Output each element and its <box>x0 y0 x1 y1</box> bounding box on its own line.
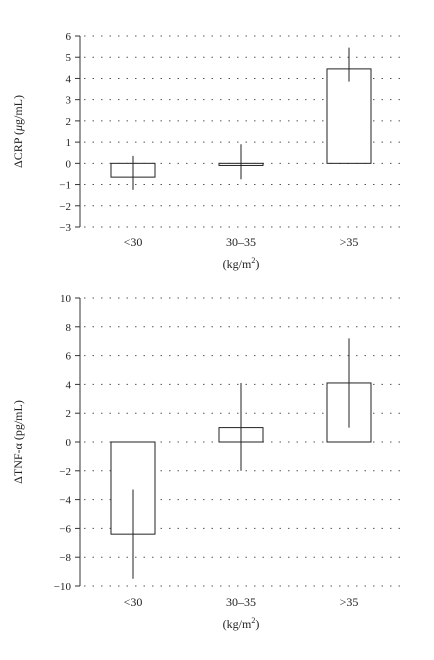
y-tick-label: 4 <box>66 379 72 391</box>
x-category-label: <30 <box>124 595 143 609</box>
y-tick-label: 10 <box>60 293 72 305</box>
x-unit-base: (kg/m <box>223 257 252 271</box>
y-tick-label: −8 <box>59 552 71 564</box>
x-axis-unit-label: (kg/m2) <box>223 616 260 631</box>
bar-3 <box>326 68 372 164</box>
y-tick-label: 5 <box>66 52 72 64</box>
y-tick-label: 6 <box>66 351 72 363</box>
y-axis-title: ΔCRP (μg/mL) <box>11 95 25 168</box>
x-axis-unit-label: (kg/m2) <box>223 256 260 271</box>
x-category-label: <30 <box>124 235 143 249</box>
x-unit-superscript: 2 <box>251 256 255 265</box>
y-axis-title-prefix: ΔCRP ( <box>11 131 25 168</box>
y-tick-label: 6 <box>66 31 72 43</box>
y-tick-label: 8 <box>66 322 72 334</box>
x-unit-close: ) <box>255 257 259 271</box>
y-axis-title: ΔTNF-α (pg/mL) <box>11 400 25 484</box>
y-tick-label: −1 <box>59 180 71 192</box>
y-tick-label: −2 <box>59 201 71 213</box>
y-axis-title-italic: μ <box>11 125 25 132</box>
x-category-label: >35 <box>340 595 359 609</box>
y-tick-label: 0 <box>66 158 72 170</box>
y-tick-label: −10 <box>54 581 72 593</box>
x-category-label: >35 <box>340 235 359 249</box>
y-tick-label: 2 <box>66 408 72 420</box>
y-tick-label: −4 <box>59 495 71 507</box>
y-tick-label: 3 <box>66 95 72 107</box>
x-unit-base: (kg/m <box>223 617 252 631</box>
y-axis-title-prefix: ΔTNF-α (pg/mL) <box>11 400 25 484</box>
y-tick-label: 0 <box>66 437 72 449</box>
y-axis-title-suffix: g/mL) <box>11 95 25 125</box>
x-unit-superscript: 2 <box>251 616 255 625</box>
y-tick-label: −3 <box>59 222 71 234</box>
x-unit-close: ) <box>255 617 259 631</box>
y-tick-label: −6 <box>59 523 71 535</box>
y-tick-label: −2 <box>59 466 71 478</box>
x-category-label: 30–35 <box>226 595 256 609</box>
y-tick-label: 1 <box>66 137 72 149</box>
y-tick-label: 4 <box>66 73 72 85</box>
y-tick-label: 2 <box>66 116 72 128</box>
x-category-label: 30–35 <box>226 235 256 249</box>
